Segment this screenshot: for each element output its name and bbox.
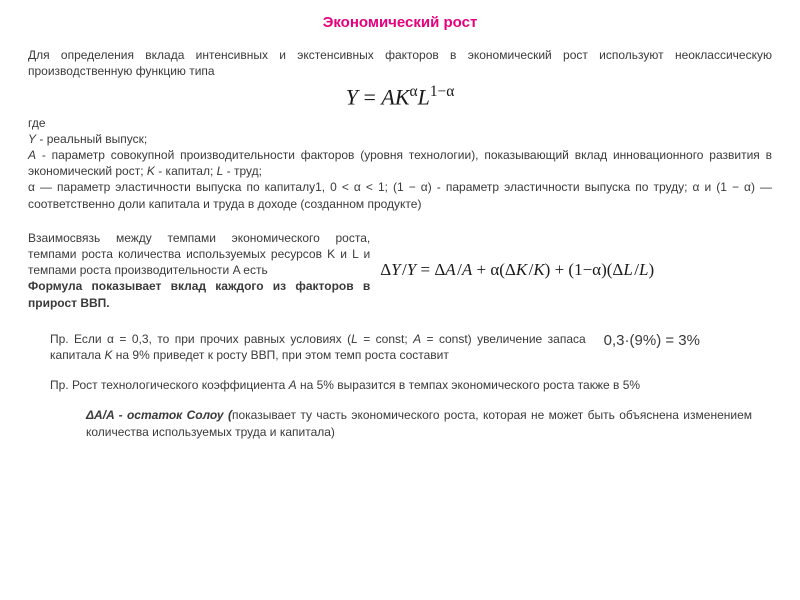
relation-bold: Формула показывает вклад каждого из факт… xyxy=(28,279,370,309)
relation-plain: Взаимосвязь между темпами экономического… xyxy=(28,231,370,277)
production-function-formula: Y = AKαL1−α xyxy=(28,83,772,110)
solow-residual: ΔA/A - остаток Солоу (показывает ту част… xyxy=(28,407,772,439)
def-where: где xyxy=(28,115,772,131)
def-alpha: α — параметр эластичности выпуска по кап… xyxy=(28,179,772,211)
growth-relation-text: Взаимосвязь между темпами экономического… xyxy=(28,230,370,311)
def-a: A - параметр совокупной производительнос… xyxy=(28,147,772,179)
slide-title: Экономический рост xyxy=(28,14,772,31)
example-1-row: Пр. Если α = 0,3, то при прочих равных у… xyxy=(28,331,772,363)
intro-paragraph: Для определения вклада интенсивных и экс… xyxy=(28,47,772,79)
growth-rate-formula: ΔY /Y = ΔA /A + α(ΔK /K) + (1−α)(ΔL /L) xyxy=(380,260,772,280)
def-y: Y Y - реальный выпуск;- реальный выпуск; xyxy=(28,131,772,147)
growth-relation-row: Взаимосвязь между темпами экономического… xyxy=(28,230,772,311)
slide-page: Экономический рост Для определения вклад… xyxy=(0,0,800,600)
definitions-block: где Y Y - реальный выпуск;- реальный вып… xyxy=(28,115,772,212)
example-2-text: Пр. Рост технологического коэффициента A… xyxy=(28,377,772,393)
example-1-text: Пр. Если α = 0,3, то при прочих равных у… xyxy=(28,331,586,363)
example-1-calc: 0,3·(9%) = 3% xyxy=(604,331,772,351)
solow-bold: ΔA/A - остаток Солоу ( xyxy=(86,408,232,422)
